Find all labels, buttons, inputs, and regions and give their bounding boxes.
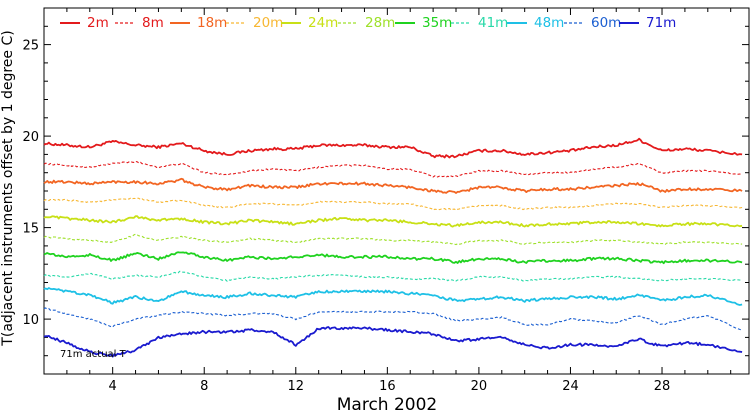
x-tick-label: 12 — [288, 379, 305, 394]
series-line-60m — [43, 307, 743, 331]
x-tick-label: 24 — [562, 379, 579, 394]
y-tick-label: 25 — [22, 39, 39, 54]
legend-label-28m: 28m — [365, 15, 395, 31]
y-tick-label: 10 — [22, 313, 39, 328]
x-tick-label: 8 — [200, 379, 208, 394]
x-tick-label: 20 — [471, 379, 488, 394]
legend-label-8m: 8m — [142, 15, 164, 31]
legend-label-18m: 18m — [197, 15, 227, 31]
legend-label-20m: 20m — [253, 15, 283, 31]
plot-frame — [43, 7, 750, 375]
legend-label-2m: 2m — [87, 15, 109, 31]
legend-label-24m: 24m — [308, 15, 338, 31]
annotation-label: 71m actual T — [60, 349, 127, 360]
legend-label-48m: 48m — [534, 15, 564, 31]
series-line-48m — [43, 287, 743, 306]
y-tick-label: 20 — [22, 130, 39, 145]
y-tick-label: 15 — [22, 222, 39, 237]
series-line-28m — [43, 233, 743, 246]
series-line-2m — [43, 137, 743, 159]
series-line-8m — [43, 160, 743, 178]
y-axis-label: T(adjacent instruments offset by 1 degre… — [0, 30, 16, 346]
x-tick-label: 28 — [654, 379, 671, 394]
x-tick-label: 4 — [109, 379, 117, 394]
x-tick-label: 16 — [379, 379, 396, 394]
series-line-18m — [43, 177, 743, 194]
series-line-24m — [43, 215, 743, 228]
legend-label-41m: 41m — [478, 15, 508, 31]
legend-label-71m: 71m — [646, 15, 676, 31]
series-line-41m — [43, 270, 743, 282]
series-line-20m — [43, 197, 743, 211]
legend: 2m 8m 18m 20m 24m 28m 35m 41m 48m 60m 71m — [60, 15, 676, 31]
x-axis-label: March 2002 — [337, 395, 438, 414]
plot-area: 4 8 12 16 20 24 28 10 15 20 25 71m actual T — [22, 7, 750, 394]
series-line-71m — [43, 326, 743, 358]
series-line-35m — [43, 251, 743, 265]
legend-label-60m: 60m — [591, 15, 621, 31]
legend-label-35m: 35m — [422, 15, 452, 31]
